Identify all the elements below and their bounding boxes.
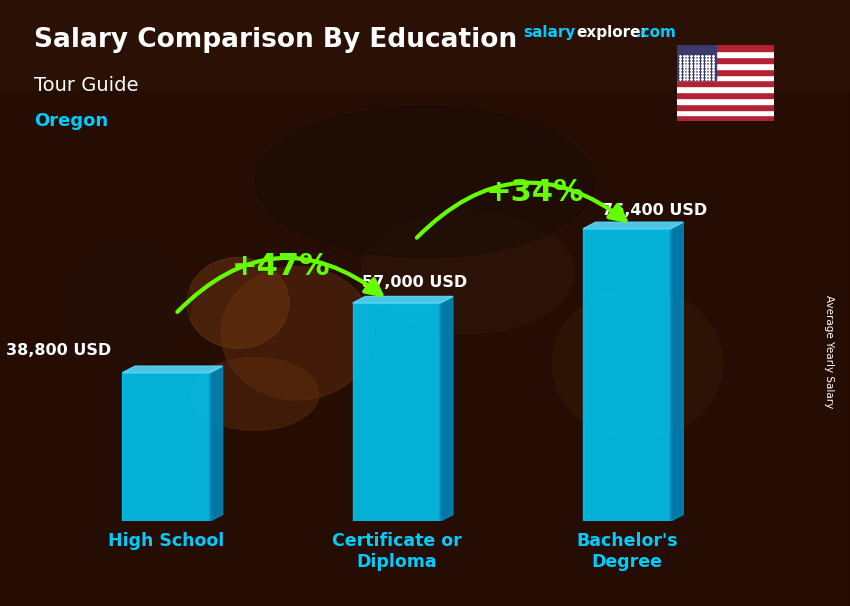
Bar xyxy=(677,81,774,86)
Bar xyxy=(677,110,774,115)
Polygon shape xyxy=(671,222,683,521)
Ellipse shape xyxy=(187,258,289,348)
Bar xyxy=(677,45,774,52)
Ellipse shape xyxy=(255,106,595,258)
Bar xyxy=(0,91,850,606)
Bar xyxy=(677,45,716,81)
Text: explorer: explorer xyxy=(576,25,649,41)
Ellipse shape xyxy=(64,242,191,364)
Bar xyxy=(677,104,774,110)
Bar xyxy=(677,57,774,63)
Text: +47%: +47% xyxy=(232,252,331,281)
Ellipse shape xyxy=(221,267,374,400)
Bar xyxy=(677,86,774,92)
Text: salary: salary xyxy=(523,25,575,41)
Text: 38,800 USD: 38,800 USD xyxy=(6,343,110,358)
Text: +34%: +34% xyxy=(485,178,584,207)
Bar xyxy=(353,303,440,521)
Text: 57,000 USD: 57,000 USD xyxy=(362,275,468,290)
Bar xyxy=(677,63,774,68)
Ellipse shape xyxy=(361,212,574,333)
Bar xyxy=(677,98,774,104)
Bar xyxy=(583,228,671,521)
Polygon shape xyxy=(210,366,223,521)
Polygon shape xyxy=(583,222,683,228)
Bar xyxy=(677,68,774,75)
Polygon shape xyxy=(353,296,453,303)
Text: Tour Guide: Tour Guide xyxy=(34,76,139,95)
Bar xyxy=(122,373,210,521)
Bar xyxy=(677,115,774,121)
Text: Oregon: Oregon xyxy=(34,112,108,130)
Text: .com: .com xyxy=(636,25,677,41)
Ellipse shape xyxy=(191,358,319,430)
Text: 76,400 USD: 76,400 USD xyxy=(602,203,707,218)
Bar xyxy=(677,52,774,57)
Bar xyxy=(677,92,774,98)
Bar xyxy=(677,75,774,81)
Polygon shape xyxy=(440,296,453,521)
Ellipse shape xyxy=(552,288,722,439)
Polygon shape xyxy=(122,366,223,373)
Text: Salary Comparison By Education: Salary Comparison By Education xyxy=(34,27,517,53)
Text: Average Yearly Salary: Average Yearly Salary xyxy=(824,295,834,408)
